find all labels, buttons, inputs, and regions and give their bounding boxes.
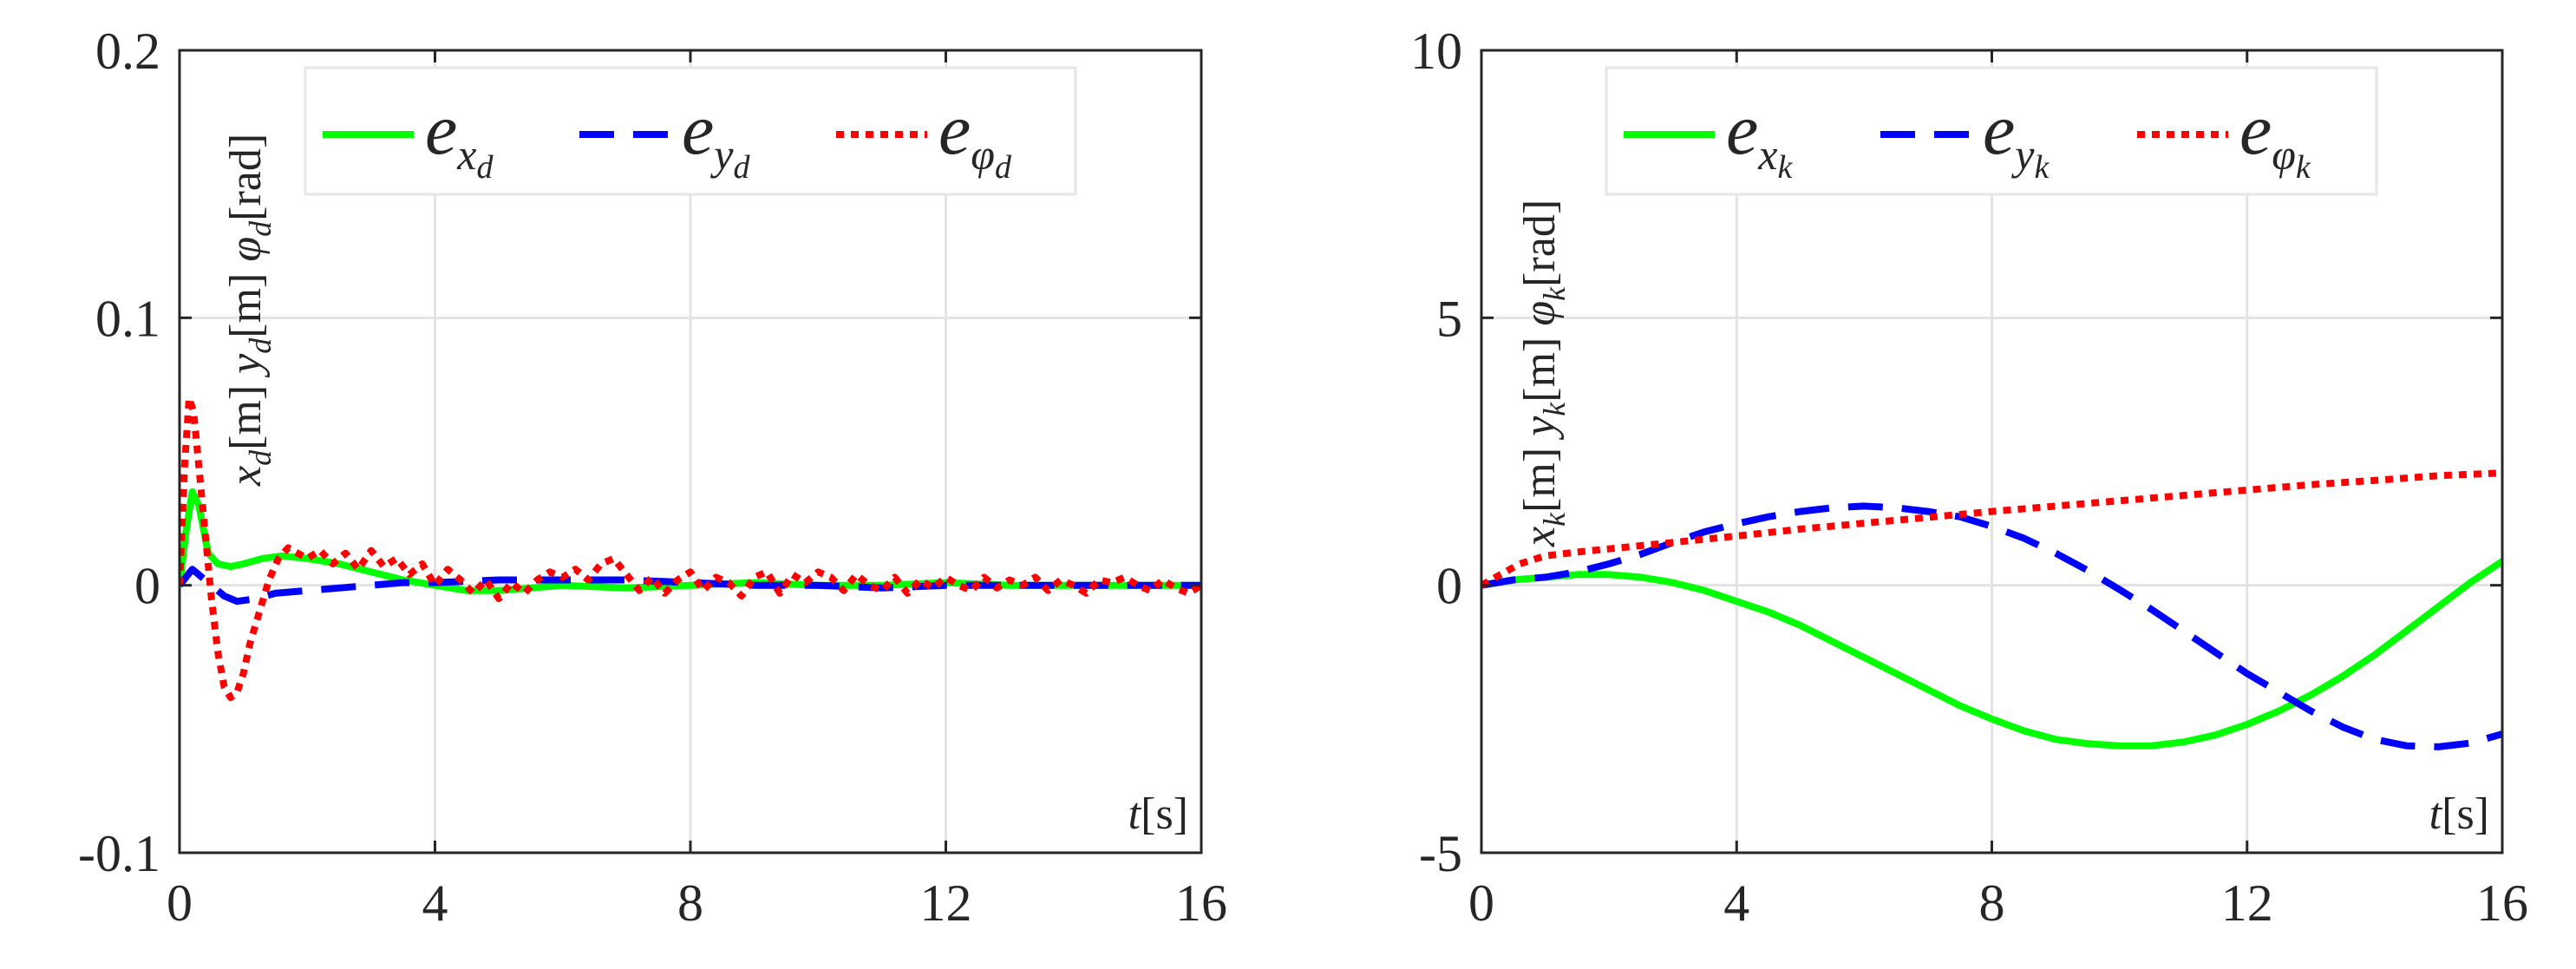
right-xtick-label-2: 8	[1979, 874, 2005, 932]
left-xtick-label-3: 12	[920, 874, 972, 932]
left-legend-label-e_φd: eφd	[938, 89, 1012, 186]
left-xtick-label-1: 4	[422, 874, 448, 932]
left-series-e_yd	[180, 566, 1201, 606]
left-xtick-label-2: 8	[677, 874, 703, 932]
right-series-group	[1481, 469, 2502, 750]
left-x-axis-label: t[s]	[1128, 789, 1188, 839]
right-legend-label-e_yk: eyk	[1983, 89, 2050, 186]
right-ytick-label-1: 0	[1436, 558, 1462, 615]
left-legend: exd eyd eφd	[304, 66, 1077, 196]
left-legend-label-e_yd: eyd	[682, 89, 751, 186]
right-x-axis-label: t[s]	[2429, 789, 2489, 839]
left-series-group	[180, 394, 1201, 702]
left-y-axis-label: xd[m] yd[m] φd[rad]	[221, 134, 278, 487]
left-series-e_φd	[180, 394, 1201, 702]
right-legend-label-e_φk: eφk	[2239, 89, 2311, 186]
right-series-e_yk	[1481, 502, 2502, 750]
right-ytick-label-3: 10	[1410, 23, 1462, 80]
left-legend-label-e_xd: exd	[425, 89, 494, 186]
left-xtick-label-4: 16	[1175, 874, 1227, 932]
right-y-axis-label: xk[m] yk[m] φk[rad]	[1515, 200, 1572, 547]
left-ytick-label-3: 0.2	[95, 23, 160, 80]
left-ytick-label-1: 0	[134, 558, 160, 615]
left-ytick-label-2: 0.1	[95, 290, 160, 347]
left-ytick-label-0: -0.1	[78, 825, 160, 882]
right-ytick-label-2: 5	[1436, 290, 1462, 347]
right-legend: exk eyk eφk	[1605, 66, 2378, 196]
right-series-e_φk	[1481, 469, 2502, 589]
right-series-e_xk	[1481, 558, 2502, 750]
right-xtick-label-3: 12	[2221, 874, 2273, 932]
right-xtick-label-0: 0	[1468, 874, 1494, 932]
right-ytick-label-0: -5	[1419, 825, 1462, 882]
right-xtick-label-4: 16	[2476, 874, 2528, 932]
right-legend-box	[1605, 66, 2378, 196]
right-legend-label-e_xk: exk	[1726, 89, 1794, 186]
right-xtick-label-1: 4	[1723, 874, 1749, 932]
left-legend-box	[304, 66, 1077, 196]
left-xtick-label-0: 0	[167, 874, 193, 932]
